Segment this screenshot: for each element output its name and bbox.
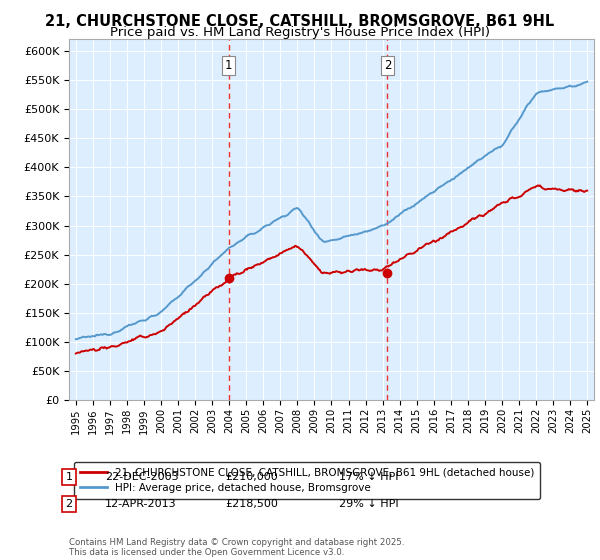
Text: 29% ↓ HPI: 29% ↓ HPI xyxy=(339,499,398,509)
Text: £210,000: £210,000 xyxy=(225,472,278,482)
Text: 17% ↓ HPI: 17% ↓ HPI xyxy=(339,472,398,482)
Text: 21, CHURCHSTONE CLOSE, CATSHILL, BROMSGROVE, B61 9HL: 21, CHURCHSTONE CLOSE, CATSHILL, BROMSGR… xyxy=(46,14,554,29)
Text: £218,500: £218,500 xyxy=(225,499,278,509)
Text: Price paid vs. HM Land Registry's House Price Index (HPI): Price paid vs. HM Land Registry's House … xyxy=(110,26,490,39)
Text: 2: 2 xyxy=(65,499,73,509)
Text: 22-DEC-2003: 22-DEC-2003 xyxy=(105,472,179,482)
Text: 1: 1 xyxy=(225,59,232,72)
Text: 1: 1 xyxy=(65,472,73,482)
Text: 12-APR-2013: 12-APR-2013 xyxy=(105,499,176,509)
Legend: 21, CHURCHSTONE CLOSE, CATSHILL, BROMSGROVE, B61 9HL (detached house), HPI: Aver: 21, CHURCHSTONE CLOSE, CATSHILL, BROMSGR… xyxy=(74,461,541,500)
Text: 2: 2 xyxy=(383,59,391,72)
Text: Contains HM Land Registry data © Crown copyright and database right 2025.
This d: Contains HM Land Registry data © Crown c… xyxy=(69,538,404,557)
